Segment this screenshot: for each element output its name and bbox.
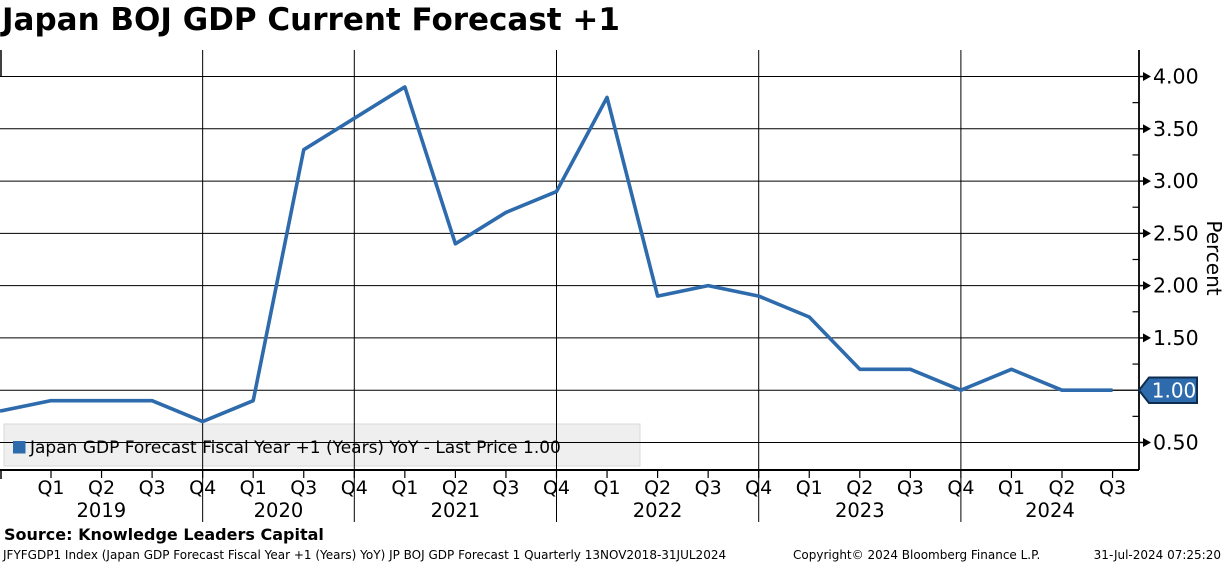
x-tick-label: Q4 <box>543 477 570 499</box>
y-axis-title: Percent <box>1202 220 1224 295</box>
x-tick-label: Q2 <box>846 477 873 499</box>
last-price-badge: 1.00 <box>1137 376 1198 404</box>
x-tick-label: Q4 <box>745 477 772 499</box>
year-label: 2019 <box>77 499 127 522</box>
year-label: 2021 <box>431 499 481 522</box>
y-tick-label: 3.00 <box>1153 169 1199 193</box>
x-tick-label: Q2 <box>644 477 671 499</box>
y-tick-label: 3.50 <box>1153 117 1199 141</box>
render-timestamp: 31-Jul-2024 07:25:20 <box>1093 548 1221 562</box>
x-tick-label: Q1 <box>796 477 823 499</box>
ticker-info-line: JFYFGDP1 Index (Japan GDP Forecast Fisca… <box>3 548 727 562</box>
x-tick-label: Q3 <box>290 477 317 499</box>
source-attribution: Source: Knowledge Leaders Capital <box>4 525 324 544</box>
year-label: 2024 <box>1025 499 1075 522</box>
x-tick-label: Q3 <box>1099 477 1126 499</box>
x-tick-label: Q1 <box>998 477 1025 499</box>
x-tick-label: Q3 <box>139 477 166 499</box>
y-tick-arrow <box>1143 176 1151 186</box>
y-tick-label: 2.00 <box>1153 274 1199 298</box>
year-label: 2022 <box>633 499 683 522</box>
x-tick-label: Q4 <box>189 477 216 499</box>
y-tick-label: 0.50 <box>1153 430 1199 454</box>
x-tick-label: Q3 <box>897 477 924 499</box>
legend-marker <box>13 441 26 454</box>
x-tick-label: Q2 <box>1048 477 1075 499</box>
y-tick-arrow <box>1143 72 1151 81</box>
x-tick-label: Q2 <box>442 477 469 499</box>
year-label: 2023 <box>835 499 885 522</box>
x-tick-label: Q2 <box>88 477 115 499</box>
x-tick-label: Q4 <box>341 477 368 499</box>
legend-box <box>3 423 641 467</box>
x-tick-label: Q3 <box>492 477 519 499</box>
x-tick-label: Q1 <box>594 477 621 499</box>
year-label: 2020 <box>254 499 304 522</box>
y-tick-label: 4.00 <box>1153 65 1199 89</box>
y-tick-arrow <box>1143 281 1151 291</box>
y-tick-arrow <box>1143 124 1151 134</box>
chart-generated-layer: Q1 Q2 Q3 Q4 Q1 Q3 Q4 Q1 Q2 Q3 Q4 Q1 Q2 Q3 Q4 Q1 Q2 Q3 Q4 Q1… <box>0 50 1199 522</box>
y-tick-arrow <box>1143 228 1151 238</box>
series-line <box>0 85 1113 424</box>
x-tick-label: Q4 <box>947 477 974 499</box>
y-tick-label: 2.50 <box>1153 221 1199 245</box>
x-tick-label: Q1 <box>240 477 267 499</box>
x-tick-label: Q1 <box>391 477 418 499</box>
last-price-badge-text: 1.00 <box>1152 379 1197 403</box>
y-tick-arrow <box>1143 333 1151 343</box>
y-tick-arrow <box>1143 437 1151 447</box>
last-price-badge-shape <box>1137 376 1198 404</box>
copyright-notice: Copyright© 2024 Bloomberg Finance L.P. <box>793 548 1041 562</box>
chart-title: Japan BOJ GDP Current Forecast +1 <box>2 2 620 38</box>
x-tick-label: Q3 <box>695 477 722 499</box>
x-tick-label: Q1 <box>37 477 64 499</box>
legend-label: Japan GDP Forecast Fiscal Year +1 (Years… <box>30 438 561 458</box>
y-tick-label: 1.50 <box>1153 326 1199 350</box>
